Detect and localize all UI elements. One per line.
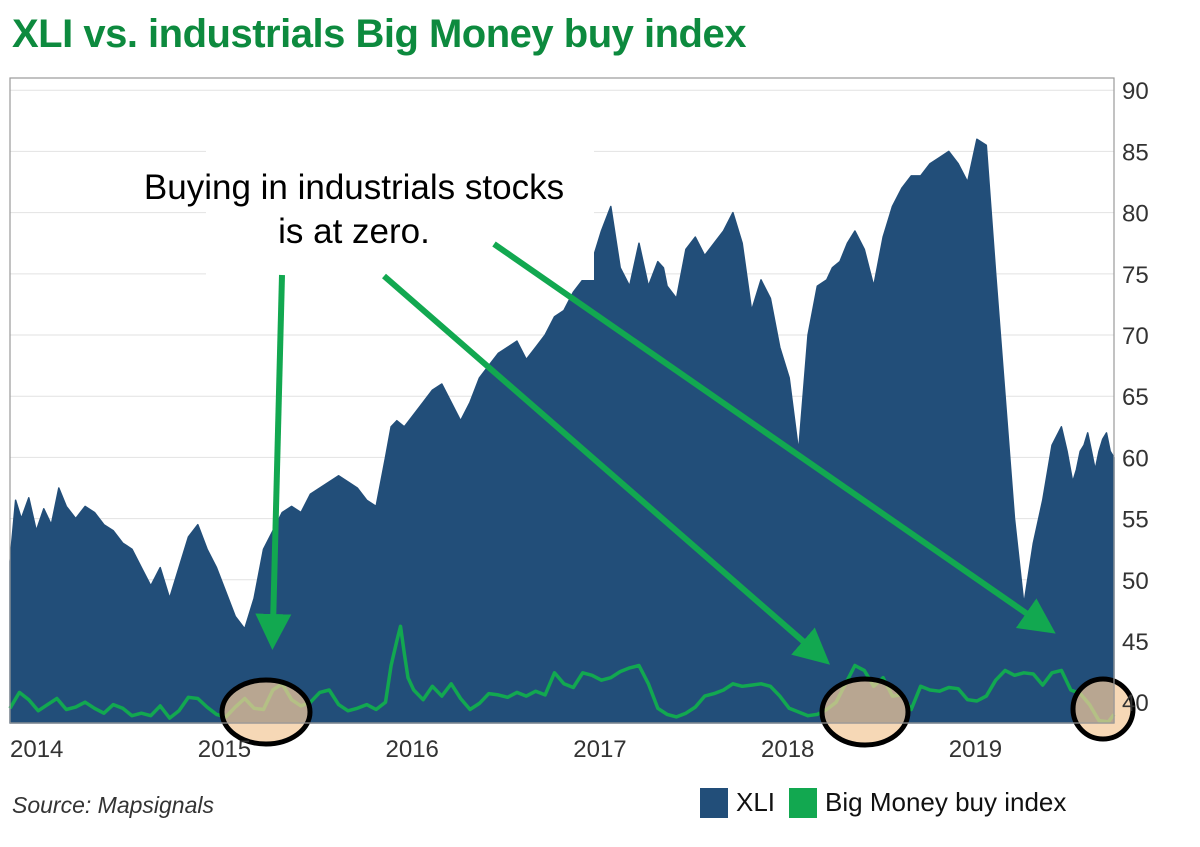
y-tick-55: 55 — [1122, 507, 1149, 534]
y-tick-40: 40 — [1122, 690, 1149, 717]
y-tick-45: 45 — [1122, 629, 1149, 656]
legend-label-big-money: Big Money buy index — [825, 787, 1067, 817]
big-money-line — [8, 624, 1116, 724]
annotation-background — [206, 130, 594, 280]
x-axis: 2014 2015 2016 2017 2018 2019 — [10, 736, 1002, 763]
chart-title: XLI vs. industrials Big Money buy index — [12, 12, 746, 56]
x-tick-2017: 2017 — [573, 736, 626, 763]
annotation-box — [206, 130, 594, 280]
highlight-fill-3 — [1073, 679, 1133, 739]
y-tick-90: 90 — [1122, 78, 1149, 105]
x-tick-2014: 2014 — [10, 736, 63, 763]
y-tick-50: 50 — [1122, 568, 1149, 595]
x-tick-2015: 2015 — [198, 736, 251, 763]
highlight-circle-1 — [219, 677, 313, 747]
annotation-line-1: Buying in industrials stocks — [144, 168, 564, 207]
legend-swatch-big-money — [789, 787, 818, 818]
plot-frame — [9, 77, 1115, 724]
callout-arrow-1 — [255, 274, 292, 650]
callout-arrow-3 — [492, 241, 1056, 634]
callout-arrow-2 — [382, 273, 831, 665]
x-tick-2018: 2018 — [761, 736, 814, 763]
annotation-line-2: is at zero. — [278, 212, 430, 251]
y-tick-65: 65 — [1122, 384, 1149, 411]
source-note: Source: Mapsignals — [12, 792, 214, 818]
y-axis: 40 45 50 55 60 65 70 75 80 85 90 — [1122, 78, 1149, 717]
big-money-series — [8, 624, 1116, 724]
x-tick-2016: 2016 — [386, 736, 439, 763]
callout-layer — [219, 241, 1136, 748]
legend-item-xli: XLI — [700, 787, 775, 818]
highlight-fill-2 — [822, 679, 908, 745]
legend-item-big-money: Big Money buy index — [789, 787, 1066, 818]
y-tick-85: 85 — [1122, 139, 1149, 166]
y-tick-70: 70 — [1122, 323, 1149, 350]
legend-label-xli: XLI — [736, 787, 776, 817]
highlight-fill-1 — [222, 680, 310, 744]
x-tick-2019: 2019 — [949, 736, 1002, 763]
y-tick-60: 60 — [1122, 445, 1149, 472]
highlight-circle-3 — [1070, 676, 1136, 742]
legend: XLI Big Money buy index — [700, 787, 1080, 818]
y-tick-75: 75 — [1122, 262, 1149, 289]
legend-swatch-xli — [700, 787, 728, 818]
highlight-circle-2 — [819, 676, 911, 748]
y-tick-80: 80 — [1122, 201, 1149, 228]
